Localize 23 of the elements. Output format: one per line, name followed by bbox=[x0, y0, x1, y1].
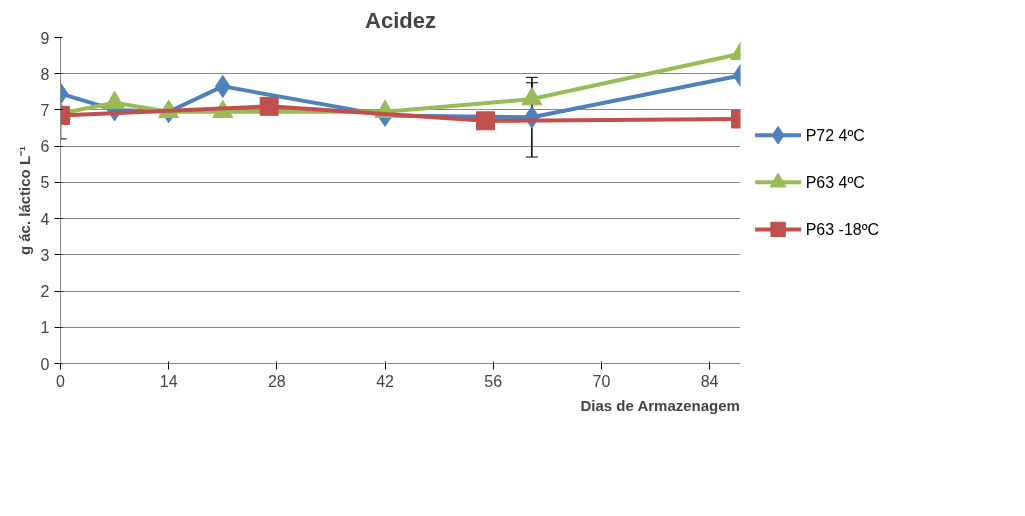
y-tick-label: 6 bbox=[40, 138, 50, 156]
legend-label: P63 -18ºC bbox=[805, 220, 880, 238]
y-tick-label: 5 bbox=[40, 174, 50, 192]
y-tick-label: 9 bbox=[40, 29, 50, 47]
y-tick-label: 2 bbox=[40, 283, 50, 301]
x-tick-label: 28 bbox=[267, 372, 286, 390]
x-tick-label: 0 bbox=[56, 372, 66, 390]
y-tick-label: 8 bbox=[40, 65, 50, 83]
x-tick-label: 70 bbox=[592, 372, 611, 390]
y-axis-title: g ác. láctico L⁻¹ bbox=[15, 145, 33, 256]
y-tick-label: 1 bbox=[40, 319, 50, 337]
y-tick-label: 0 bbox=[40, 355, 50, 373]
x-tick-label: 14 bbox=[159, 372, 178, 390]
x-tick-label: 42 bbox=[376, 372, 395, 390]
legend-label: P72 4ºC bbox=[805, 126, 865, 144]
x-axis-title: Dias de Armazenagem bbox=[580, 396, 740, 414]
x-tick-label: 84 bbox=[700, 372, 719, 390]
y-tick-label: 7 bbox=[40, 101, 50, 119]
chart-title: Acidez bbox=[365, 7, 436, 33]
y-tick-label: 3 bbox=[40, 246, 50, 264]
legend-label: P63 4ºC bbox=[805, 173, 865, 191]
x-tick-label: 56 bbox=[484, 372, 503, 390]
y-tick-label: 4 bbox=[40, 210, 50, 228]
